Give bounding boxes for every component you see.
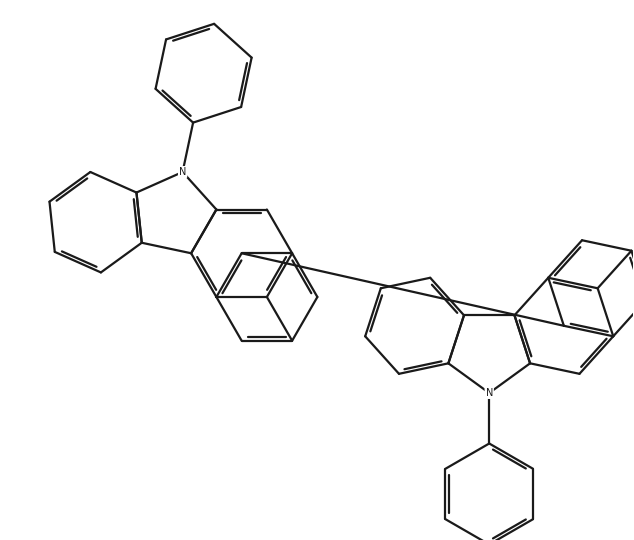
Text: N: N (486, 388, 493, 398)
Text: N: N (179, 167, 186, 177)
